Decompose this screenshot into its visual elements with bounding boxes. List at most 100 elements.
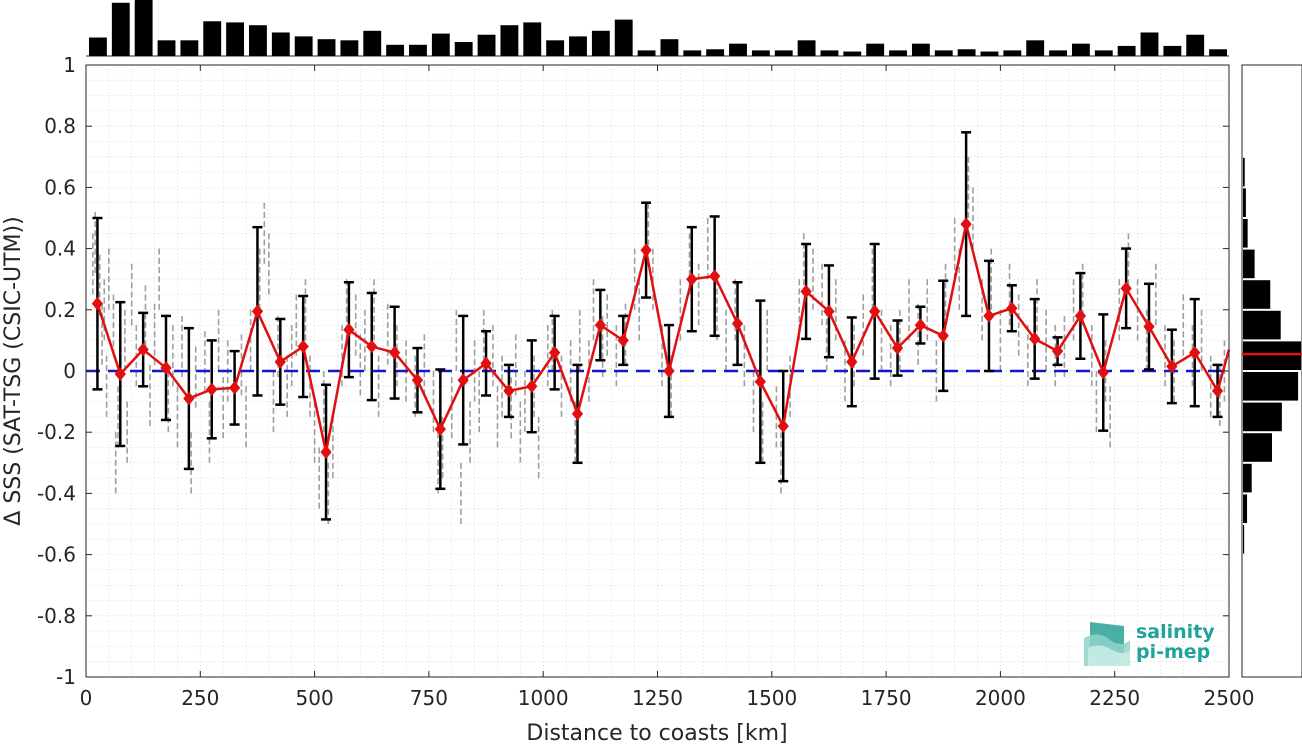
scatter-point — [1036, 325, 1038, 332]
scatter-point — [775, 441, 778, 448]
mean-marker — [274, 355, 286, 369]
scatter-point — [537, 426, 540, 433]
scatter-point — [734, 325, 737, 332]
scatter-point — [958, 294, 961, 301]
top-histogram-bar — [203, 21, 222, 57]
scatter-point — [386, 331, 389, 338]
y-tick-label: -0.2 — [37, 420, 76, 444]
scatter-point — [766, 355, 769, 362]
scatter-point — [108, 285, 110, 292]
scatter-point — [455, 364, 458, 371]
scatter-point — [1118, 297, 1121, 304]
scatter-point — [158, 248, 160, 255]
scatter-point — [167, 371, 170, 378]
scatter-point — [217, 364, 220, 371]
scatter-point — [688, 251, 691, 258]
scatter-point — [1072, 306, 1075, 313]
scatter-point — [432, 389, 435, 396]
scatter-point — [492, 371, 494, 378]
scatter-point — [272, 426, 275, 433]
scatter-point — [592, 279, 595, 286]
scatter-point — [1219, 420, 1221, 427]
scatter-point — [958, 285, 961, 292]
scatter-point — [455, 355, 458, 362]
scatter-point — [108, 267, 110, 274]
scatter-point — [1173, 340, 1175, 347]
scatter-point — [130, 282, 133, 289]
scatter-point — [194, 383, 197, 390]
scatter-point — [313, 410, 316, 417]
scatter-point — [414, 401, 416, 408]
scatter-point — [222, 423, 224, 430]
top-histogram-bar — [1186, 34, 1205, 56]
scatter-point — [94, 211, 96, 218]
scatter-point — [130, 309, 133, 316]
scatter-point — [478, 371, 480, 378]
top-histogram-bar — [111, 2, 130, 57]
scatter-point — [862, 312, 865, 319]
scatter-point — [94, 267, 96, 274]
scatter-point — [1054, 371, 1057, 378]
scatter-point — [1182, 303, 1185, 310]
scatter-point — [1008, 263, 1011, 270]
scatter-point — [1145, 364, 1148, 371]
scatter-point — [560, 401, 563, 408]
scatter-point — [524, 371, 526, 378]
scatter-point — [322, 389, 325, 396]
scatter-point — [592, 306, 595, 313]
scatter-point — [821, 291, 823, 298]
scatter-point — [1155, 300, 1157, 307]
scatter-point — [688, 242, 691, 249]
scatter-point — [926, 306, 929, 313]
scatter-point — [588, 386, 590, 393]
x-tick-label: 250 — [181, 686, 219, 710]
y-axis-label: Δ SSS (SAT-TSG (CSIC-UTM)) — [1, 216, 26, 525]
scatter-point — [1219, 401, 1221, 408]
scatter-point — [304, 297, 307, 304]
scatter-point — [1109, 404, 1111, 411]
scatter-point — [835, 288, 837, 295]
scatter-point — [103, 334, 106, 341]
scatter-point — [124, 309, 126, 316]
scatter-point — [135, 334, 138, 341]
scatter-point — [999, 319, 1002, 326]
scatter-point — [1155, 319, 1157, 326]
scatter-point — [332, 472, 334, 479]
right-histogram-bar — [1243, 525, 1245, 554]
top-histogram-bar — [546, 40, 565, 56]
top-histogram-bar — [340, 40, 359, 56]
scatter-point — [492, 352, 494, 359]
top-histogram-bar — [317, 39, 336, 56]
scatter-point — [761, 438, 764, 445]
scatter-point — [862, 340, 865, 347]
scatter-point — [322, 371, 325, 378]
scatter-point — [149, 364, 151, 371]
scatter-point — [222, 404, 224, 411]
scatter-point — [450, 423, 453, 430]
scatter-point — [953, 245, 956, 252]
scatter-point — [130, 273, 133, 280]
top-histogram-bar — [180, 40, 199, 56]
scatter-point — [524, 416, 526, 423]
scatter-point — [972, 233, 974, 240]
scatter-point — [473, 340, 476, 347]
scatter-point — [226, 395, 229, 402]
scatter-point — [359, 380, 362, 387]
scatter-point — [1081, 282, 1084, 289]
scatter-point — [92, 242, 94, 249]
scatter-point — [679, 297, 682, 304]
scatter-point — [94, 221, 96, 228]
scatter-point — [812, 285, 814, 292]
scatter-point — [322, 426, 325, 433]
scatter-point — [341, 371, 343, 378]
scatter-point — [798, 288, 801, 295]
scatter-point — [450, 386, 453, 393]
scatter-point — [812, 248, 814, 255]
scatter-point — [1095, 416, 1098, 423]
scatter-point — [546, 371, 549, 378]
scatter-point — [204, 377, 206, 384]
scatter-point — [1182, 312, 1185, 319]
scatter-point — [176, 432, 179, 439]
scatter-point — [309, 355, 311, 362]
scatter-point — [679, 279, 682, 286]
